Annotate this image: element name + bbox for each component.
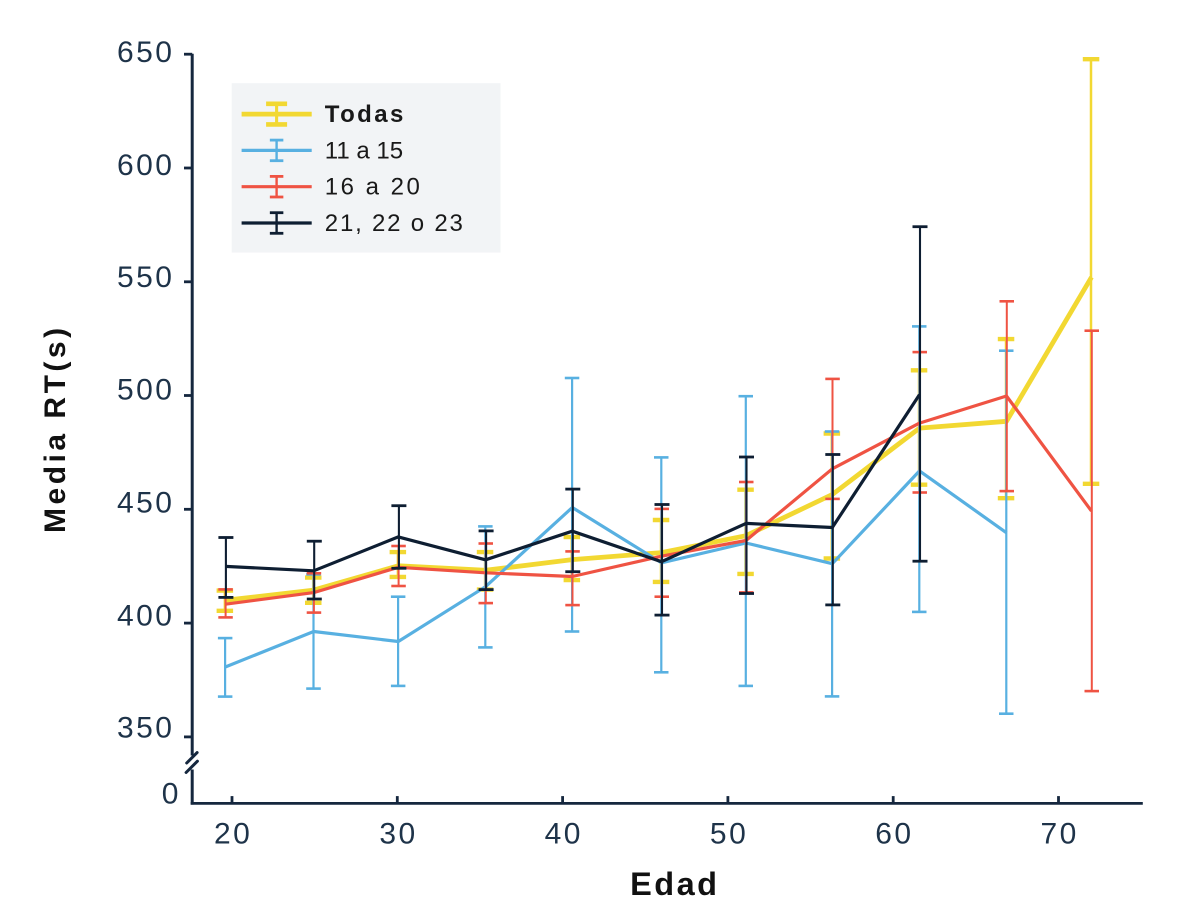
svg-text:400: 400 xyxy=(117,599,175,632)
svg-text:60: 60 xyxy=(875,818,913,851)
svg-text:0: 0 xyxy=(162,778,181,811)
svg-text:350: 350 xyxy=(117,712,175,745)
svg-text:50: 50 xyxy=(710,818,748,851)
svg-text:40: 40 xyxy=(545,818,583,851)
svg-text:30: 30 xyxy=(379,818,417,851)
svg-text:450: 450 xyxy=(117,486,175,519)
svg-text:550: 550 xyxy=(117,261,175,294)
svg-text:70: 70 xyxy=(1041,818,1079,851)
svg-text:11 a 15: 11 a 15 xyxy=(325,137,403,164)
svg-text:Edad: Edad xyxy=(630,866,719,902)
svg-text:Media RT(s): Media RT(s) xyxy=(39,324,72,533)
svg-text:650: 650 xyxy=(117,36,175,69)
svg-text:16 a 20: 16 a 20 xyxy=(325,174,423,201)
svg-text:20: 20 xyxy=(214,818,252,851)
svg-text:600: 600 xyxy=(117,149,175,182)
svg-text:21, 22 o 23: 21, 22 o 23 xyxy=(325,210,465,237)
svg-text:Todas: Todas xyxy=(325,101,406,128)
svg-text:500: 500 xyxy=(117,374,175,407)
